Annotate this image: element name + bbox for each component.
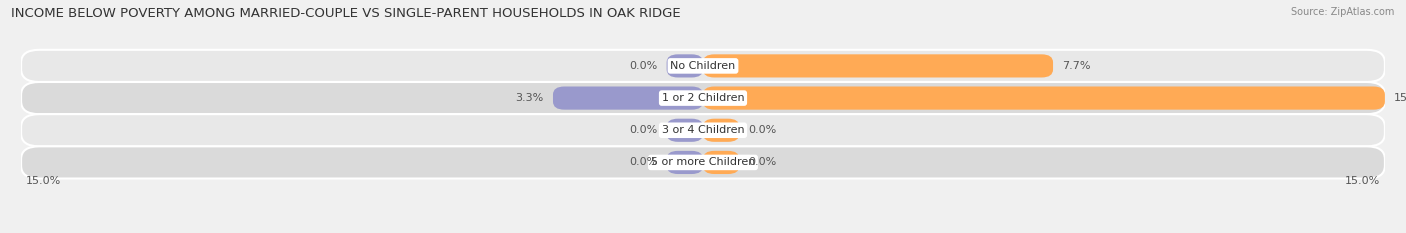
FancyBboxPatch shape <box>553 86 703 110</box>
FancyBboxPatch shape <box>666 151 703 174</box>
Text: 0.0%: 0.0% <box>630 61 658 71</box>
FancyBboxPatch shape <box>666 54 703 78</box>
Text: 0.0%: 0.0% <box>748 125 776 135</box>
FancyBboxPatch shape <box>703 54 1053 78</box>
FancyBboxPatch shape <box>21 82 1385 114</box>
Text: 3.3%: 3.3% <box>516 93 544 103</box>
Text: INCOME BELOW POVERTY AMONG MARRIED-COUPLE VS SINGLE-PARENT HOUSEHOLDS IN OAK RID: INCOME BELOW POVERTY AMONG MARRIED-COUPL… <box>11 7 681 20</box>
FancyBboxPatch shape <box>21 146 1385 178</box>
Text: 15.0%: 15.0% <box>1393 93 1406 103</box>
Legend: Married Couples, Single Parents: Married Couples, Single Parents <box>589 232 817 233</box>
Text: 0.0%: 0.0% <box>748 158 776 168</box>
Text: 5 or more Children: 5 or more Children <box>651 158 755 168</box>
Text: Source: ZipAtlas.com: Source: ZipAtlas.com <box>1291 7 1395 17</box>
Text: 3 or 4 Children: 3 or 4 Children <box>662 125 744 135</box>
Text: 7.7%: 7.7% <box>1062 61 1091 71</box>
Text: 0.0%: 0.0% <box>630 125 658 135</box>
FancyBboxPatch shape <box>666 119 703 142</box>
Text: No Children: No Children <box>671 61 735 71</box>
FancyBboxPatch shape <box>703 151 740 174</box>
Text: 15.0%: 15.0% <box>25 176 60 186</box>
Text: 0.0%: 0.0% <box>630 158 658 168</box>
FancyBboxPatch shape <box>703 86 1385 110</box>
FancyBboxPatch shape <box>21 114 1385 146</box>
FancyBboxPatch shape <box>703 119 740 142</box>
FancyBboxPatch shape <box>21 50 1385 82</box>
Text: 15.0%: 15.0% <box>1346 176 1381 186</box>
Text: 1 or 2 Children: 1 or 2 Children <box>662 93 744 103</box>
